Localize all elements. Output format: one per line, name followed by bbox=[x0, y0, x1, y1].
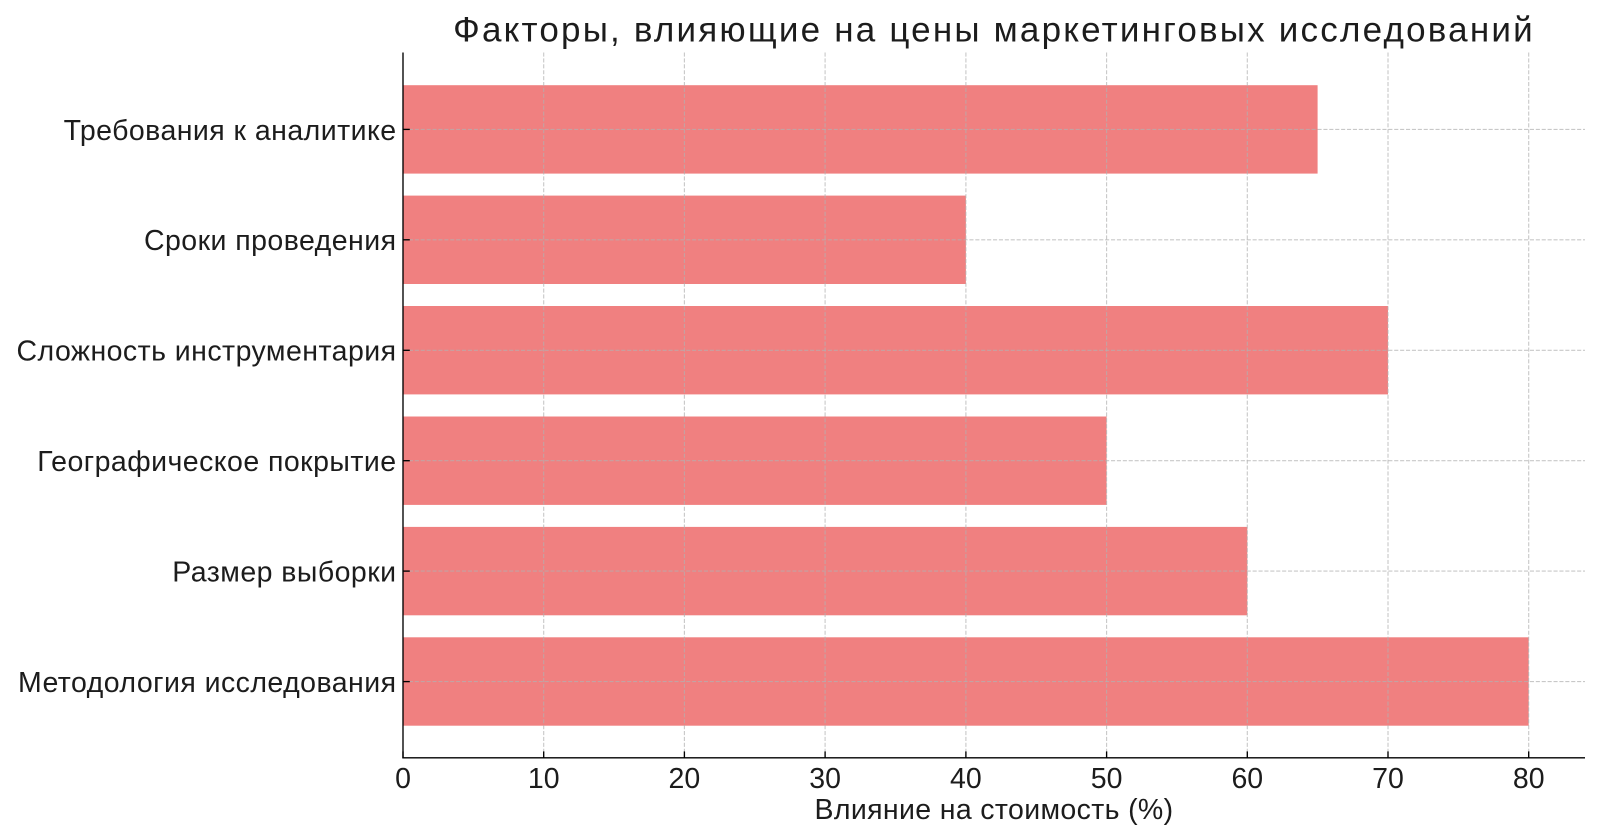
svg-text:30: 30 bbox=[809, 763, 841, 795]
svg-text:Сроки проведения: Сроки проведения bbox=[144, 225, 397, 257]
svg-text:Сложность инструментария: Сложность инструментария bbox=[17, 336, 397, 368]
svg-text:Географическое покрытие: Географическое покрытие bbox=[37, 446, 396, 478]
svg-text:Требования к аналитике: Требования к аналитике bbox=[64, 115, 397, 147]
svg-text:Влияние на стоимость (%): Влияние на стоимость (%) bbox=[815, 794, 1174, 826]
svg-text:10: 10 bbox=[528, 763, 560, 795]
svg-text:70: 70 bbox=[1372, 763, 1404, 795]
svg-text:80: 80 bbox=[1513, 763, 1545, 795]
svg-text:20: 20 bbox=[669, 763, 701, 795]
svg-text:0: 0 bbox=[395, 763, 411, 795]
svg-text:Методология исследования: Методология исследования bbox=[18, 667, 397, 699]
svg-text:60: 60 bbox=[1231, 763, 1263, 795]
svg-text:50: 50 bbox=[1091, 763, 1123, 795]
svg-text:Факторы, влияющие на цены марк: Факторы, влияющие на цены маркетинговых … bbox=[453, 11, 1535, 50]
svg-text:40: 40 bbox=[950, 763, 982, 795]
svg-text:Размер выборки: Размер выборки bbox=[172, 557, 396, 589]
